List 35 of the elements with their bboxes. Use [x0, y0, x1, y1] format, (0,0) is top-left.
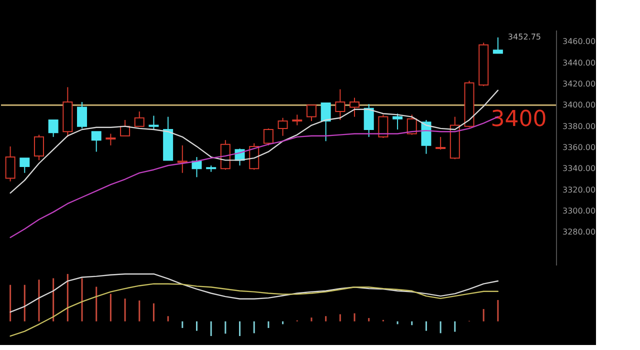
y-tick-label: 3400.00: [562, 100, 596, 110]
y-tick-label: 3360.00: [562, 143, 596, 152]
text: 3452.75: [508, 32, 542, 42]
candlestick: [77, 101, 88, 129]
candlestick: [20, 158, 30, 174]
candlestick: [5, 146, 16, 182]
y-tick-label: 3280.00: [562, 228, 596, 237]
y-tick-label: 3300.00: [562, 206, 596, 216]
candlestick: [263, 128, 274, 146]
candlestick: [306, 104, 316, 122]
y-tick-label: 3340.00: [562, 164, 596, 174]
y-tick-label: 3460.00: [562, 37, 596, 46]
candlestick: [320, 102, 331, 142]
y-tick-label: 3320.00: [562, 185, 596, 194]
candlestick: [91, 131, 102, 152]
candlestick: [278, 117, 288, 136]
candlestick: [292, 114, 302, 126]
candlestick: [378, 114, 388, 138]
candlestick: [421, 119, 432, 154]
candlestick: [364, 104, 374, 138]
y-tick-label: 3380.00: [562, 122, 596, 131]
y-tick-label: 3420.00: [562, 79, 596, 88]
candlestick: [48, 119, 58, 138]
candlestick: [34, 134, 44, 161]
candlestick: [350, 97, 360, 118]
candlestick: [335, 88, 346, 120]
candlestick: [134, 111, 144, 127]
candlestick: [392, 113, 403, 130]
candlestick: [148, 115, 159, 130]
candlestick: [106, 133, 116, 146]
candlestick: [436, 136, 446, 150]
ref-line-label: 3400: [490, 107, 547, 132]
y-tick-label: 3440.00: [562, 58, 596, 68]
candlestick: [492, 36, 503, 54]
candlestick: [120, 119, 130, 136]
